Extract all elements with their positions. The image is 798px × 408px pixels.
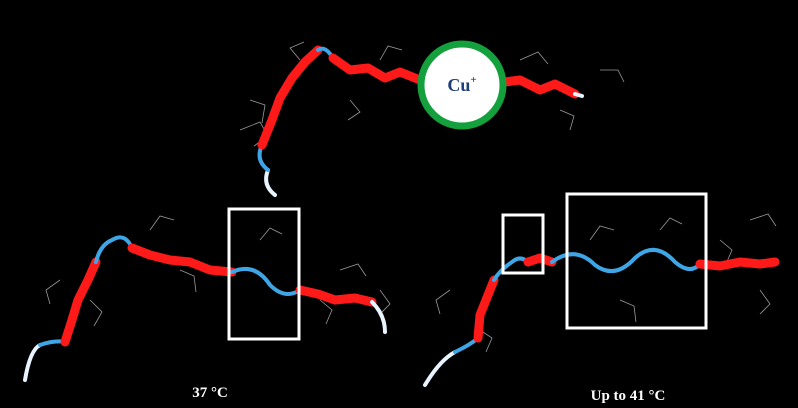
page: Cu+ 37 °C Up to 41 °C (() => { const dat… — [0, 0, 798, 408]
temperature-label: 37 °C — [192, 385, 228, 401]
ion-symbol: Cu — [447, 75, 470, 95]
background — [0, 0, 798, 408]
ion-charge: + — [470, 74, 476, 86]
temperature-label: Up to 41 °C — [591, 388, 666, 404]
helix — [528, 258, 552, 262]
coil — [575, 94, 582, 96]
helix — [700, 262, 775, 266]
figure: Cu+ 37 °C Up to 41 °C — [0, 0, 798, 408]
